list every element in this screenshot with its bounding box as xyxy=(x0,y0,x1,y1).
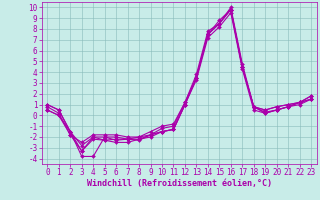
X-axis label: Windchill (Refroidissement éolien,°C): Windchill (Refroidissement éolien,°C) xyxy=(87,179,272,188)
